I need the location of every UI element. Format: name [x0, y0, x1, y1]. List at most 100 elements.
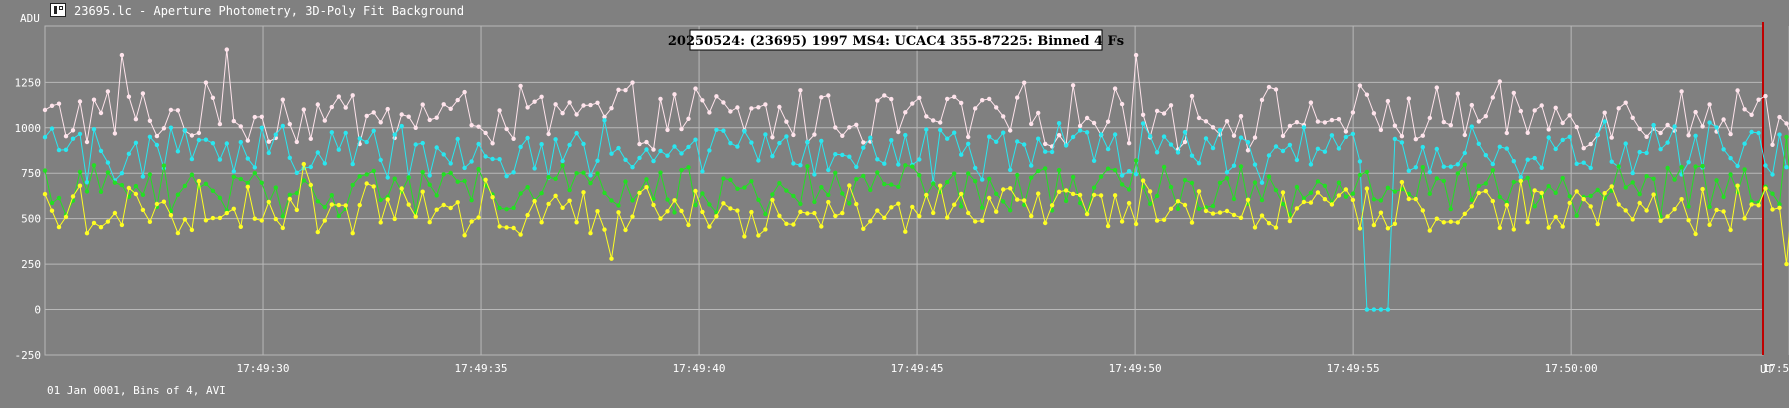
data-point-cyan: [1721, 147, 1726, 152]
data-point-white: [1084, 115, 1090, 121]
data-point-cyan: [427, 173, 432, 178]
data-point-cyan: [175, 149, 181, 154]
data-point-green: [763, 211, 768, 217]
data-point-white: [973, 106, 978, 111]
data-point-green: [1301, 196, 1307, 201]
data-point-yellow: [1644, 208, 1649, 213]
data-point-yellow: [1015, 197, 1020, 202]
data-point-green: [1679, 164, 1684, 170]
data-point-white: [609, 106, 614, 111]
data-point-green: [448, 170, 453, 176]
data-point-white: [469, 123, 474, 128]
data-point-yellow: [1350, 197, 1356, 203]
data-point-cyan: [392, 132, 397, 137]
data-point-white: [378, 120, 383, 125]
data-point-cyan: [189, 156, 195, 162]
data-point-white: [1315, 119, 1321, 124]
data-point-yellow: [1567, 200, 1572, 206]
data-point-cyan: [210, 141, 216, 146]
data-point-yellow: [1525, 220, 1530, 225]
data-point-cyan: [994, 139, 999, 144]
data-point-yellow: [483, 177, 488, 182]
data-point-green: [525, 185, 530, 190]
data-point-white: [1329, 117, 1335, 123]
data-point-yellow: [1084, 211, 1090, 217]
data-point-green: [259, 180, 264, 185]
data-point-white: [1588, 141, 1593, 147]
data-point-green: [1259, 197, 1265, 203]
data-point-green: [721, 176, 726, 181]
data-point-white: [917, 95, 922, 101]
data-point-yellow: [441, 202, 446, 208]
data-point-yellow: [1455, 220, 1461, 225]
data-point-white: [700, 98, 705, 103]
data-point-white: [539, 94, 544, 100]
data-point-cyan: [238, 139, 243, 145]
data-point-cyan: [826, 167, 831, 173]
data-point-green: [931, 181, 936, 186]
data-point-cyan: [511, 170, 516, 175]
data-point-green: [854, 177, 859, 182]
x-tick-label: 17:49:30: [237, 362, 290, 375]
data-point-green: [756, 197, 761, 202]
data-point-white: [308, 136, 313, 141]
data-point-yellow: [889, 205, 894, 210]
data-point-white: [847, 125, 852, 130]
data-point-green: [112, 180, 118, 185]
data-point-white: [1001, 114, 1006, 119]
data-point-white: [259, 114, 264, 120]
data-point-cyan: [924, 127, 929, 132]
data-point-yellow: [42, 191, 48, 197]
data-point-green: [1637, 192, 1642, 197]
data-point-cyan: [224, 141, 229, 146]
data-point-yellow: [1378, 210, 1384, 215]
data-point-white: [462, 89, 467, 95]
data-point-yellow: [756, 233, 761, 238]
lightcurve-app-icon[interactable]: [50, 3, 66, 17]
y-tick-label: 0: [34, 304, 41, 317]
data-point-cyan: [343, 130, 348, 136]
data-point-cyan: [1672, 124, 1677, 129]
data-point-white: [567, 100, 572, 105]
data-point-white: [896, 129, 901, 135]
data-point-green: [791, 193, 796, 199]
data-point-green: [1707, 204, 1712, 210]
data-point-cyan: [434, 145, 439, 150]
data-point-green: [203, 181, 209, 186]
data-point-green: [798, 201, 803, 207]
data-point-cyan: [448, 161, 453, 166]
data-point-cyan: [1168, 142, 1174, 147]
data-point-white: [1455, 91, 1461, 96]
data-point-white: [903, 110, 908, 115]
data-point-yellow: [1280, 190, 1286, 195]
data-point-cyan: [1161, 134, 1167, 139]
data-point-green: [1238, 164, 1244, 169]
data-point-cyan: [1469, 124, 1475, 129]
data-point-cyan: [1595, 132, 1600, 137]
data-point-green: [357, 174, 362, 179]
data-point-white: [231, 118, 236, 124]
data-point-green: [1322, 183, 1328, 188]
data-point-cyan: [1105, 146, 1111, 152]
data-point-white: [1112, 86, 1118, 91]
data-point-cyan: [1336, 146, 1342, 151]
data-point-white: [1273, 87, 1279, 92]
data-point-green: [1553, 190, 1558, 195]
data-point-green: [1672, 177, 1677, 182]
data-point-green: [630, 198, 635, 203]
data-point-green: [1336, 180, 1342, 185]
data-point-cyan: [1644, 150, 1649, 156]
data-point-white: [1385, 98, 1391, 104]
data-point-green: [315, 199, 320, 204]
data-point-cyan: [1098, 132, 1104, 137]
data-point-yellow: [1273, 225, 1279, 230]
data-point-green: [1483, 181, 1489, 186]
data-point-cyan: [1553, 146, 1558, 152]
data-point-cyan: [1777, 132, 1782, 137]
data-point-green: [1616, 164, 1621, 169]
data-point-cyan: [1756, 130, 1761, 136]
data-point-white: [966, 134, 971, 140]
data-point-white: [1679, 89, 1684, 94]
data-point-white: [252, 114, 257, 120]
